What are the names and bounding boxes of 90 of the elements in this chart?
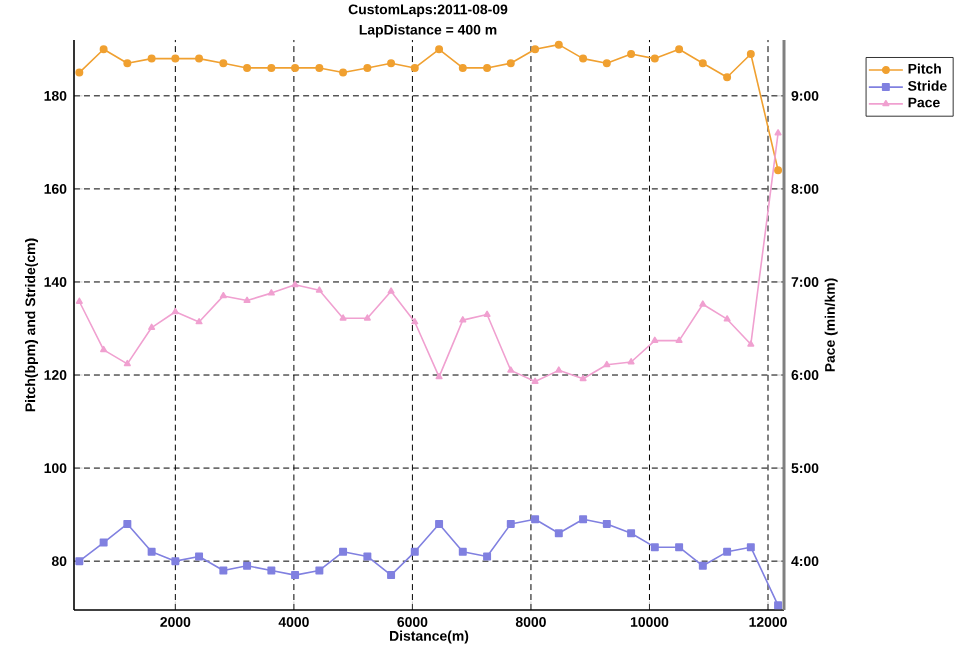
point	[195, 317, 203, 325]
point	[774, 166, 783, 175]
point	[148, 323, 156, 330]
point	[698, 59, 707, 68]
point	[315, 286, 323, 293]
point	[123, 59, 132, 68]
point	[699, 300, 707, 307]
point	[411, 317, 419, 325]
point	[627, 529, 636, 538]
point	[75, 557, 84, 566]
point	[603, 360, 611, 368]
point	[100, 345, 108, 353]
point	[243, 296, 251, 303]
point	[458, 547, 467, 556]
point	[602, 59, 611, 68]
point	[507, 366, 515, 373]
point	[531, 45, 540, 54]
point	[123, 359, 131, 367]
point	[747, 340, 755, 347]
point	[531, 515, 540, 524]
point	[219, 59, 228, 68]
point	[698, 561, 707, 570]
point	[267, 289, 275, 296]
point	[387, 59, 396, 68]
point	[774, 129, 782, 136]
point	[435, 372, 443, 380]
point	[315, 63, 324, 72]
point	[723, 73, 732, 82]
point	[171, 54, 180, 63]
point	[75, 297, 83, 304]
point	[147, 54, 156, 63]
point	[675, 543, 684, 552]
point	[195, 552, 204, 561]
point	[267, 63, 276, 72]
point	[650, 543, 659, 552]
point	[627, 49, 636, 58]
point	[458, 63, 467, 72]
point	[435, 519, 444, 528]
point	[363, 314, 371, 321]
point	[75, 68, 84, 77]
point	[243, 63, 252, 72]
point	[459, 316, 467, 323]
point	[483, 63, 492, 72]
point	[554, 40, 563, 49]
point	[506, 519, 515, 528]
point	[579, 54, 588, 63]
point	[554, 529, 563, 538]
point	[555, 366, 563, 373]
point	[171, 307, 179, 315]
point	[506, 59, 515, 68]
point	[483, 310, 491, 317]
point	[650, 54, 659, 63]
point	[483, 552, 492, 561]
point	[746, 543, 755, 552]
point	[339, 547, 348, 556]
point	[746, 49, 755, 58]
point	[363, 552, 372, 561]
point	[435, 45, 444, 54]
point	[291, 63, 300, 72]
point	[627, 358, 635, 365]
point	[315, 566, 324, 575]
point	[243, 561, 252, 570]
point	[171, 557, 180, 566]
point	[363, 63, 372, 72]
point	[651, 336, 659, 343]
point	[123, 519, 132, 528]
point	[410, 547, 419, 556]
point	[147, 547, 156, 556]
point	[99, 538, 108, 547]
point	[99, 45, 108, 54]
point	[291, 280, 299, 288]
point	[774, 601, 783, 610]
point	[531, 377, 539, 384]
point	[387, 571, 396, 580]
point	[602, 519, 611, 528]
point	[267, 566, 276, 575]
point	[291, 571, 300, 580]
point	[723, 547, 732, 556]
point	[410, 63, 419, 72]
point	[387, 287, 395, 294]
point	[723, 315, 731, 322]
point	[339, 68, 348, 77]
point	[219, 566, 228, 575]
point	[675, 45, 684, 54]
point	[195, 54, 204, 63]
point	[579, 515, 588, 524]
point	[579, 374, 587, 382]
point	[339, 314, 347, 321]
point	[675, 336, 683, 343]
point	[219, 291, 227, 299]
